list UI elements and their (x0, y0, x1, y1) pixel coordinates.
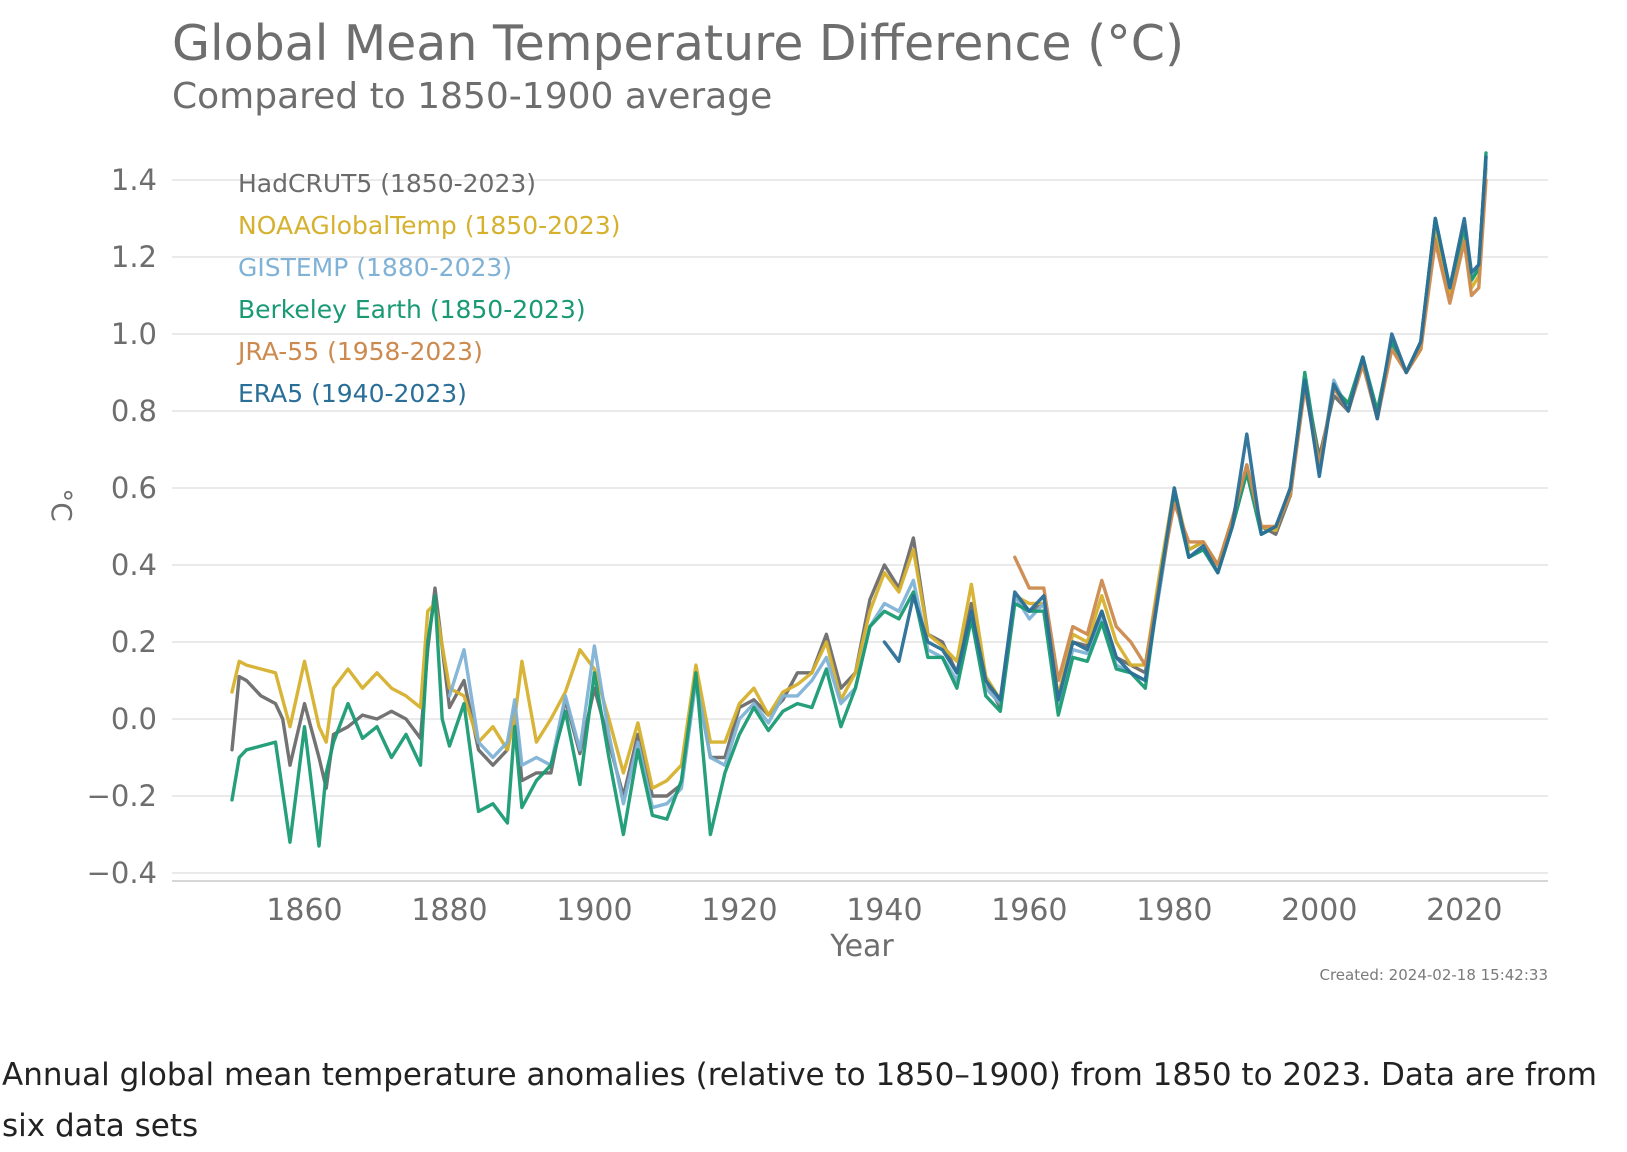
legend-entry: HadCRUT5 (1850-2023) (238, 169, 536, 198)
temperature-chart: Global Mean Temperature Difference (°C) … (45, 15, 1549, 984)
created-timestamp: Created: 2024-02-18 15:42:33 (1320, 966, 1549, 984)
series-line (882, 155, 1488, 702)
x-tick-label: 2000 (1281, 893, 1357, 928)
y-tick-label: 0.4 (111, 548, 157, 582)
x-tick-label: 2020 (1426, 893, 1502, 928)
x-tick-label: 1960 (991, 893, 1067, 928)
x-tick-label: 1980 (1136, 893, 1212, 928)
legend-entry: ERA5 (1940-2023) (238, 379, 467, 408)
y-axis: 1.4 1.2 1.0 0.8 0.6 0.4 0.2 0.0 −0.2 −0.4 (87, 163, 157, 890)
legend-entry: JRA-55 (1958-2023) (236, 337, 483, 366)
y-tick-label: 1.2 (111, 240, 157, 274)
y-axis-label: °C (45, 488, 78, 522)
legend: HadCRUT5 (1850-2023) NOAAGlobalTemp (1850… (236, 169, 621, 408)
series-lines (230, 151, 1488, 848)
chart-title: Global Mean Temperature Difference (°C) (172, 15, 1184, 72)
x-tick-label: 1940 (846, 893, 922, 928)
y-tick-label: −0.4 (87, 856, 157, 890)
series-line (447, 162, 1488, 810)
y-tick-label: 1.0 (111, 317, 157, 351)
y-tick-label: −0.2 (87, 779, 157, 813)
y-tick-label: 0.2 (111, 625, 157, 659)
x-axis-label: Year (829, 929, 894, 964)
y-tick-label: 0.6 (111, 471, 157, 505)
y-tick-label: 0.0 (111, 702, 157, 736)
y-tick-label: 1.4 (111, 163, 157, 197)
gridlines (172, 179, 1548, 874)
series-line (1013, 178, 1488, 683)
legend-entry: NOAAGlobalTemp (1850-2023) (238, 211, 621, 240)
x-tick-label: 1860 (266, 893, 342, 928)
chart-subtitle: Compared to 1850-1900 average (172, 76, 772, 117)
x-tick-label: 1880 (411, 893, 487, 928)
legend-entry: GISTEMP (1880-2023) (238, 253, 512, 282)
y-tick-label: 0.8 (111, 394, 157, 428)
x-tick-label: 1920 (701, 893, 777, 928)
x-axis: 1860 1880 1900 1920 1940 1960 1980 2000 2020 (172, 880, 1548, 928)
legend-entry: Berkeley Earth (1850-2023) (238, 295, 586, 324)
x-tick-label: 1900 (556, 893, 632, 928)
figure-caption: Annual global mean temperature anomalies… (2, 1057, 1598, 1144)
